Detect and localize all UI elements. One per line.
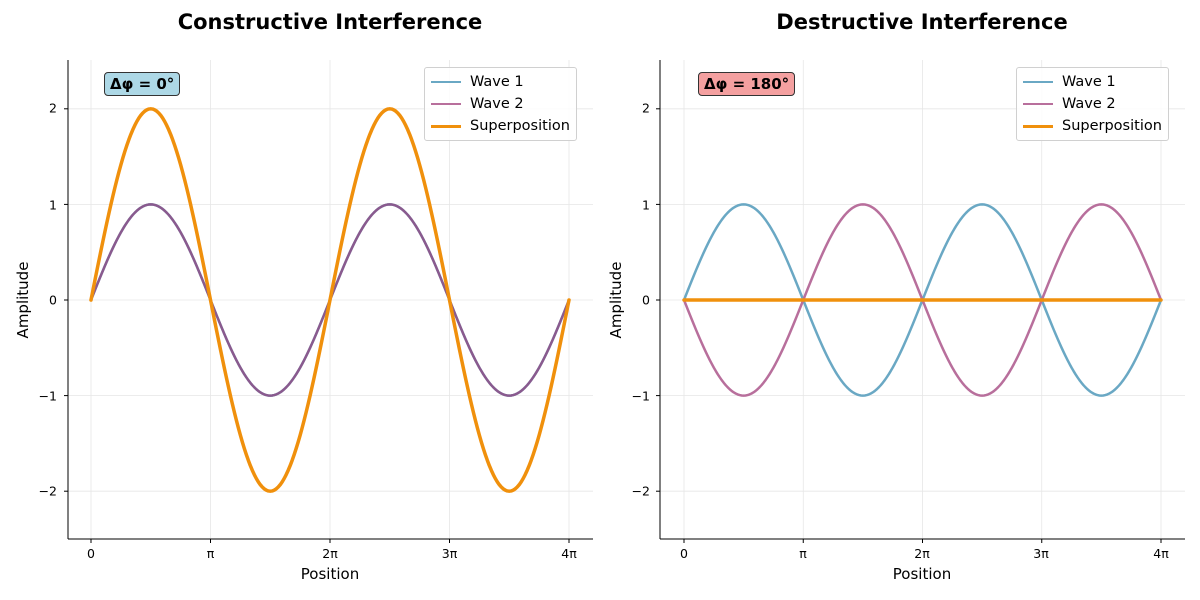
y-tick-label: 2	[49, 100, 57, 116]
legend-label: Superposition	[1062, 118, 1162, 134]
y-tick-label: 1	[642, 197, 650, 212]
legend-label: Wave 1	[1062, 74, 1116, 90]
legend-item-wave-1: Wave 1	[431, 71, 570, 93]
x-tick-label: π	[206, 546, 215, 561]
legend-swatch	[431, 103, 461, 105]
chart-panel-constructive: Constructive Interference Δφ = 0° Wave 1…	[14, 10, 593, 583]
legend-item-superposition: Superposition	[1023, 115, 1162, 137]
y-axis-label: Amplitude	[607, 261, 625, 339]
legend-item-wave-2: Wave 2	[431, 93, 570, 115]
x-tick-label: 3π	[441, 546, 458, 561]
y-tick-label: −2	[38, 483, 57, 499]
phase-annotation: Δφ = 0°	[104, 72, 181, 96]
legend-swatch	[431, 81, 461, 83]
x-tick-label: 2π	[914, 546, 930, 561]
chart-svg	[656, 60, 1185, 543]
series-lines	[682, 203, 1163, 397]
x-tick-label: 0	[87, 546, 95, 561]
chart-svg	[64, 60, 593, 543]
legend-swatch	[1023, 103, 1053, 105]
legend-label: Wave 2	[1062, 96, 1116, 112]
chart-title: Constructive Interference	[177, 10, 483, 34]
legend-swatch	[431, 124, 461, 128]
y-tick-label: −1	[631, 388, 650, 403]
x-tick-label: 4π	[1153, 546, 1169, 561]
x-axis-label: Position	[892, 565, 952, 583]
legend-item-wave-2: Wave 2	[1023, 93, 1162, 115]
series-lines	[89, 107, 571, 493]
legend-label: Wave 2	[470, 96, 524, 112]
legend-item-superposition: Superposition	[431, 115, 570, 137]
y-tick-label: 0	[49, 292, 57, 308]
x-tick-label: 0	[680, 546, 688, 561]
y-axis-label: Amplitude	[14, 261, 32, 339]
x-tick-label: 2π	[322, 546, 338, 561]
axes	[656, 60, 1185, 543]
y-tick-label: −1	[38, 388, 57, 403]
x-tick-label: 3π	[1033, 546, 1049, 561]
y-tick-label: 1	[49, 197, 57, 212]
chart-panel-destructive: Destructive Interference Δφ = 180° Wave …	[592, 0, 1192, 600]
y-tick-label: 0	[642, 292, 650, 308]
legend-item-wave-1: Wave 1	[1023, 71, 1162, 93]
axes	[64, 60, 593, 543]
chart-title: Destructive Interference	[776, 10, 1068, 34]
y-tick-label: 2	[642, 100, 650, 116]
x-axis-label: Position	[300, 565, 360, 583]
y-tick-label: −2	[631, 483, 650, 499]
x-tick-label: π	[799, 546, 807, 561]
legend: Wave 1 Wave 2 Superposition	[424, 67, 577, 141]
x-tick-label: 4π	[561, 546, 577, 561]
legend-swatch	[1023, 124, 1053, 128]
legend: Wave 1 Wave 2 Superposition	[1016, 67, 1169, 141]
phase-annotation: Δφ = 180°	[698, 72, 796, 96]
legend-label: Superposition	[470, 118, 570, 134]
legend-label: Wave 1	[470, 74, 524, 90]
legend-swatch	[1023, 81, 1053, 83]
series-line-superposition	[89, 107, 571, 493]
